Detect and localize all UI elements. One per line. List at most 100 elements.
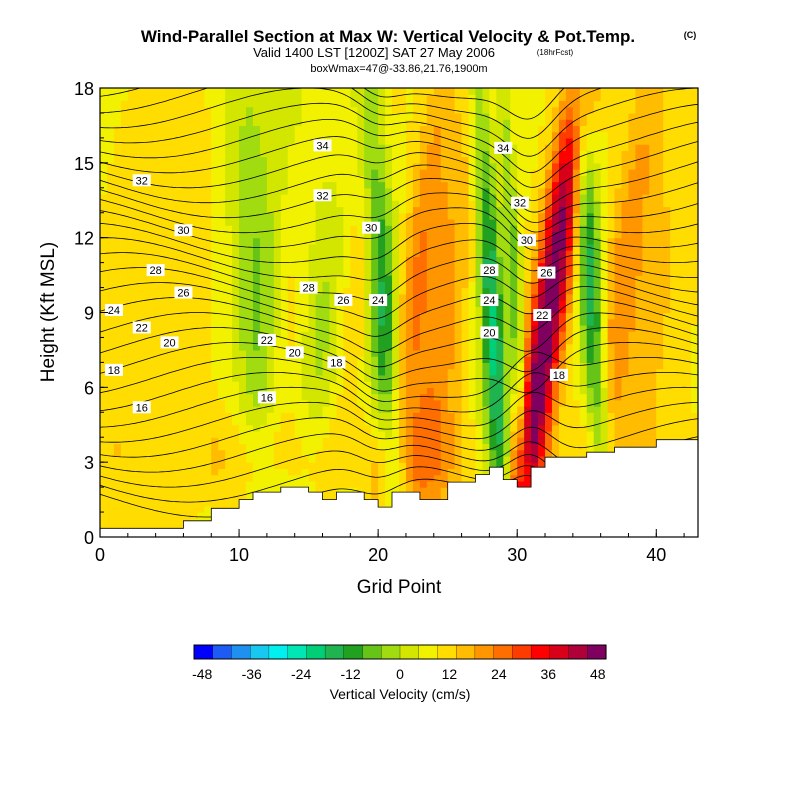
- velocity-cell: [259, 349, 268, 357]
- velocity-cell: [239, 362, 247, 370]
- velocity-cell: [232, 162, 240, 170]
- velocity-cell: [106, 518, 115, 526]
- velocity-cell: [336, 94, 344, 102]
- velocity-cell: [225, 181, 233, 189]
- velocity-cell: [399, 487, 407, 494]
- velocity-cell: [301, 393, 310, 401]
- velocity-cell: [183, 505, 191, 513]
- velocity-cell: [399, 449, 407, 457]
- velocity-cell: [350, 169, 358, 176]
- velocity-cell: [155, 218, 164, 226]
- velocity-cell: [176, 112, 185, 120]
- velocity-cell: [551, 231, 560, 239]
- velocity-cell: [266, 281, 275, 289]
- velocity-cell: [517, 243, 525, 251]
- velocity-cell: [315, 119, 324, 127]
- velocity-cell: [252, 112, 261, 120]
- velocity-cell: [239, 449, 247, 457]
- velocity-cell: [378, 194, 386, 201]
- velocity-cell: [176, 212, 185, 220]
- velocity-cell: [183, 187, 191, 195]
- velocity-cell: [482, 94, 490, 102]
- velocity-cell: [259, 343, 268, 351]
- velocity-cell: [475, 331, 484, 339]
- velocity-cell: [357, 324, 365, 332]
- velocity-cell: [218, 88, 226, 95]
- velocity-cell: [405, 106, 414, 114]
- velocity-cell: [364, 362, 372, 370]
- velocity-cell: [155, 206, 164, 214]
- velocity-cell: [162, 144, 171, 151]
- velocity-cell: [266, 162, 275, 170]
- velocity-cell: [100, 462, 108, 470]
- velocity-cell: [503, 381, 511, 388]
- velocity-cell: [545, 106, 553, 114]
- velocity-cell: [232, 480, 240, 488]
- velocity-cell: [524, 349, 532, 357]
- velocity-cell: [364, 156, 372, 164]
- velocity-cell: [218, 318, 226, 326]
- velocity-cell: [565, 212, 574, 220]
- velocity-cell: [350, 387, 358, 395]
- velocity-cell: [399, 424, 407, 432]
- velocity-cell: [378, 474, 386, 482]
- velocity-cell: [558, 94, 567, 102]
- velocity-cell: [155, 100, 164, 108]
- velocity-cell: [127, 268, 136, 276]
- velocity-cell: [371, 462, 379, 470]
- velocity-cell: [315, 324, 324, 332]
- velocity-cell: [280, 250, 289, 257]
- velocity-cell: [308, 231, 317, 239]
- velocity-cell: [134, 462, 143, 470]
- velocity-cell: [100, 324, 108, 332]
- velocity-cell: [308, 131, 317, 139]
- velocity-cell: [454, 368, 463, 376]
- velocity-cell: [315, 281, 324, 289]
- velocity-cell: [218, 268, 226, 276]
- velocity-cell: [113, 231, 122, 239]
- velocity-cell: [343, 243, 351, 251]
- velocity-cell: [120, 393, 129, 401]
- velocity-cell: [141, 187, 150, 195]
- velocity-cell: [259, 119, 268, 127]
- velocity-cell: [517, 362, 525, 370]
- velocity-cell: [503, 468, 511, 476]
- velocity-cell: [412, 437, 421, 445]
- velocity-cell: [510, 449, 518, 457]
- velocity-cell: [510, 131, 518, 139]
- velocity-cell: [357, 331, 365, 339]
- velocity-cell: [405, 156, 414, 164]
- velocity-cell: [225, 137, 233, 145]
- velocity-cell: [412, 455, 421, 463]
- velocity-cell: [218, 293, 226, 301]
- velocity-cell: [412, 169, 421, 176]
- velocity-cell: [259, 312, 268, 320]
- velocity-cell: [489, 424, 497, 432]
- velocity-cell: [322, 231, 331, 239]
- velocity-cell: [162, 387, 171, 395]
- velocity-cell: [273, 250, 282, 257]
- velocity-cell: [357, 250, 365, 257]
- velocity-cell: [426, 106, 435, 114]
- velocity-cell: [558, 418, 567, 426]
- velocity-cell: [524, 206, 532, 214]
- velocity-cell: [329, 406, 338, 413]
- velocity-cell: [225, 362, 233, 370]
- velocity-cell: [558, 231, 567, 239]
- velocity-cell: [364, 480, 372, 488]
- velocity-cell: [385, 262, 393, 270]
- velocity-cell: [545, 119, 553, 127]
- velocity-cell: [426, 487, 435, 494]
- velocity-cell: [259, 100, 268, 108]
- velocity-cell: [183, 237, 191, 245]
- velocity-cell: [113, 374, 122, 382]
- velocity-cell: [273, 337, 282, 345]
- velocity-cell: [315, 94, 324, 102]
- velocity-cell: [148, 218, 157, 226]
- velocity-cell: [565, 112, 574, 120]
- velocity-cell: [106, 212, 115, 220]
- velocity-cell: [496, 449, 504, 457]
- velocity-cell: [100, 424, 108, 432]
- velocity-cell: [218, 194, 226, 201]
- velocity-cell: [225, 318, 233, 326]
